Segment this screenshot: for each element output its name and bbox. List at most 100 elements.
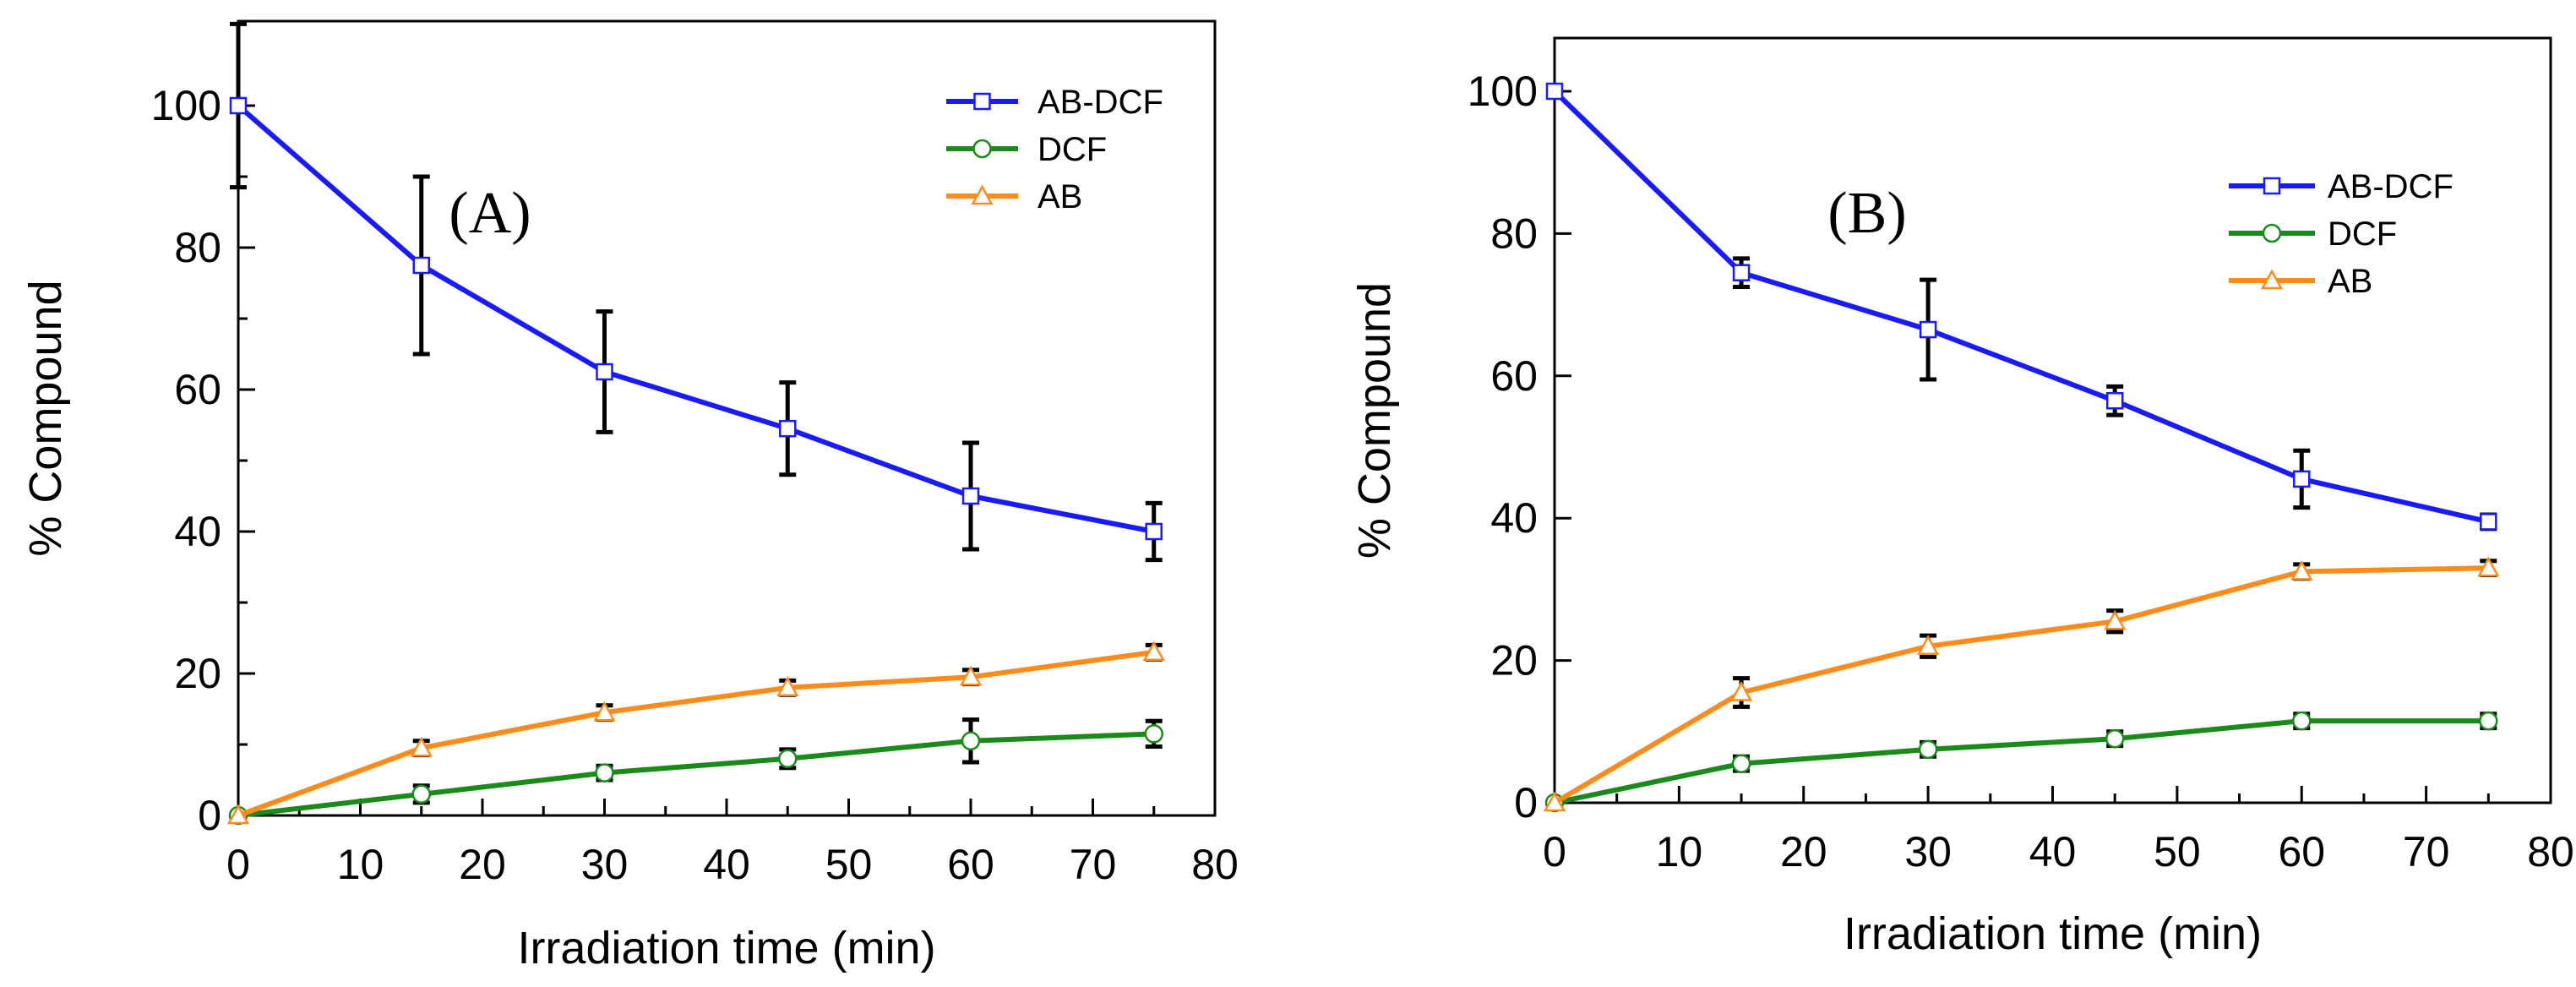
series-line [237, 103, 1155, 534]
data-point [2293, 470, 2311, 488]
data-point [1918, 739, 1938, 760]
series-ab [226, 641, 1165, 825]
data-point [1145, 522, 1163, 541]
x-tick-label: 50 [2154, 828, 2201, 875]
data-point [1545, 82, 1564, 101]
y-tick-label: 80 [1490, 210, 1538, 257]
data-point [226, 804, 250, 825]
data-point [1142, 641, 1165, 662]
x-tick-label: 60 [947, 841, 994, 888]
x-axis-title: Irradiation time (min) [517, 923, 935, 973]
x-tick-label: 30 [1904, 828, 1952, 875]
data-point [2290, 559, 2313, 581]
x-tick-label: 30 [581, 841, 629, 888]
x-tick-label: 20 [1780, 828, 1827, 875]
data-point [1732, 264, 1751, 281]
y-tick-label: 100 [151, 82, 221, 129]
legend-item-dcf: DCF [946, 131, 1107, 168]
y-axis-title: % Compound [20, 280, 71, 556]
legend-item-ab: AB [946, 178, 1082, 215]
data-point [1919, 320, 1937, 339]
data-point [2260, 269, 2284, 290]
series-ab-dcf [1545, 82, 2497, 532]
data-point [961, 487, 980, 505]
legend-item-ab-dcf: AB-DCF [946, 84, 1163, 121]
x-axis-title: Irradiation time (min) [1844, 908, 2262, 959]
data-point [1144, 724, 1163, 744]
data-point [412, 256, 430, 275]
legend-label: DCF [1037, 131, 1107, 168]
legend-item-ab: AB [2229, 263, 2372, 300]
data-point [1917, 635, 1940, 656]
data-point [2292, 711, 2312, 731]
chart-panel-b: 0 10 20 30 40 50 60 70 80 0 20 40 60 80 100 Irradiation… [1349, 36, 2574, 959]
data-point [959, 665, 983, 686]
y-tick-label: 40 [174, 508, 221, 555]
x-tick-label: 40 [703, 841, 750, 888]
data-point [2479, 711, 2498, 731]
y-tick-label: 0 [198, 792, 221, 839]
series-line [1552, 89, 2489, 525]
data-point [2105, 392, 2124, 410]
legend-item-ab-dcf: AB-DCF [2229, 168, 2453, 205]
y-tick-label: 60 [1490, 352, 1538, 400]
series-line [1554, 718, 2489, 805]
x-tick-label: 0 [226, 841, 250, 888]
legend-label: AB-DCF [2328, 168, 2453, 205]
legend-label: AB [2328, 263, 2372, 300]
series-dcf [1544, 711, 2498, 813]
data-point [2480, 513, 2497, 531]
chart-panel-a: 0 10 20 30 40 50 60 70 80 0 20 40 60 80 100 Irradiation… [20, 19, 1239, 973]
x-tick-label: 80 [2527, 828, 2574, 875]
x-tick-label: 10 [337, 841, 384, 888]
legend-label: AB [1037, 178, 1082, 215]
plot-frame [1553, 36, 2552, 804]
x-tick-label: 70 [1070, 841, 1117, 888]
x-tick-label: 10 [1656, 828, 1703, 875]
x-tick-label: 0 [1543, 828, 1566, 875]
data-point [779, 419, 797, 438]
y-tick-label: 80 [174, 224, 221, 271]
legend-item-dcf: DCF [2229, 215, 2397, 253]
y-tick-label: 60 [174, 366, 221, 413]
y-tick-label: 20 [174, 650, 221, 697]
x-tick-label: 50 [825, 841, 873, 888]
data-point [229, 96, 248, 115]
data-point [411, 784, 431, 804]
x-tick-label: 70 [2403, 828, 2450, 875]
data-point [2104, 609, 2127, 630]
x-tick-label: 80 [1191, 841, 1239, 888]
legend-label: AB-DCF [1037, 84, 1163, 121]
y-tick-label: 0 [1514, 779, 1538, 826]
data-point [1729, 680, 1753, 701]
series-ab-dcf [229, 21, 1163, 563]
data-point [593, 701, 616, 722]
data-point [1543, 791, 1566, 812]
series-dcf [228, 717, 1163, 826]
data-point [961, 731, 981, 751]
y-tick-label: 100 [1468, 68, 1538, 115]
panel-label: (A) [449, 181, 531, 246]
data-point [2262, 223, 2282, 243]
data-point [410, 736, 433, 757]
y-tick-label: 20 [1490, 637, 1538, 684]
series-line [1553, 565, 2489, 805]
data-point [2105, 728, 2125, 749]
data-point [971, 184, 994, 205]
data-point [973, 92, 991, 111]
x-tick-label: 40 [2029, 828, 2077, 875]
x-tick-label: 20 [459, 841, 506, 888]
legend-label: DCF [2328, 215, 2397, 253]
data-point [778, 749, 798, 769]
panel-label: (B) [1827, 181, 1906, 246]
series-line [237, 649, 1155, 818]
data-point [595, 763, 614, 783]
data-point [2477, 556, 2500, 577]
data-point [2263, 177, 2281, 195]
series-ab [1543, 556, 2500, 812]
y-tick-label: 40 [1490, 494, 1538, 542]
x-tick-label: 60 [2278, 828, 2325, 875]
data-point [776, 676, 799, 697]
y-axis-title: % Compound [1349, 282, 1400, 559]
